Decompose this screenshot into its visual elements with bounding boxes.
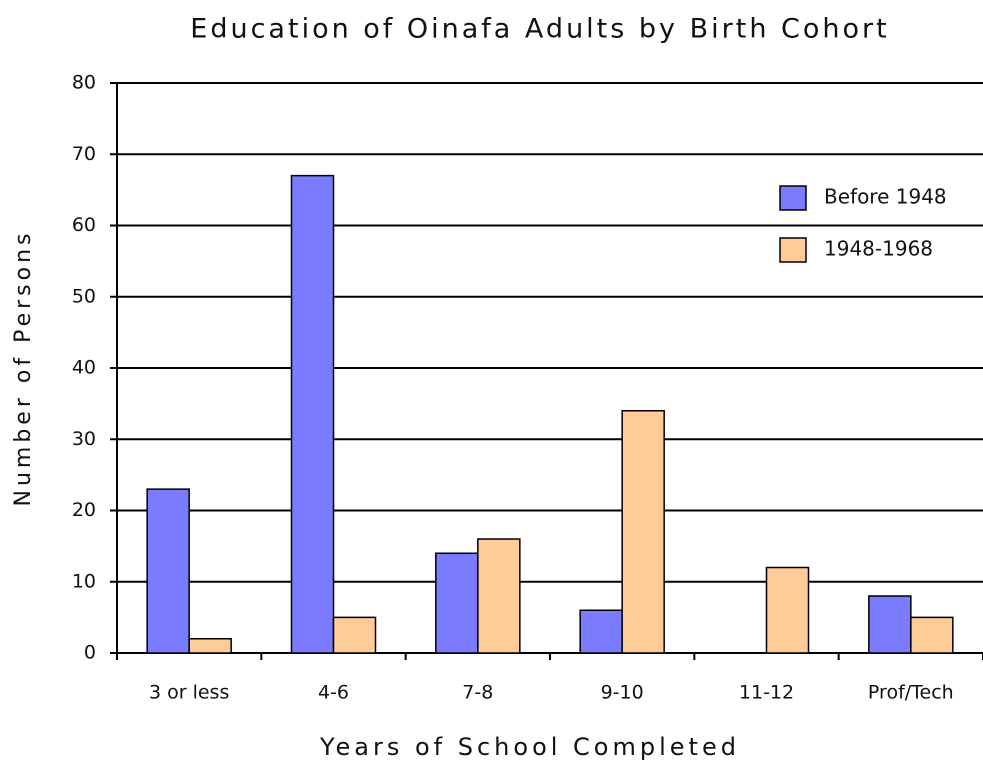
y-axis-label: Number of Persons [11,230,36,507]
bar [910,616,954,654]
y-tick-label: 0 [84,642,96,664]
x-tick-label: 3 or less [149,682,229,704]
bar [579,609,623,654]
bar [332,616,377,654]
legend-label: 1948-1968 [824,237,933,261]
legend-swatch [779,185,807,211]
y-tick-label: 80 [72,72,96,94]
bar [765,566,810,654]
legend-swatch [779,237,807,263]
y-tick-label: 70 [72,143,96,165]
x-tick-label: Prof/Tech [868,682,954,704]
bar [146,488,190,654]
y-tick-label: 10 [72,570,96,592]
bar [621,410,665,654]
bar [290,174,335,654]
bar [868,595,912,654]
bar [188,638,232,654]
x-tick-label: 9-10 [601,682,644,704]
legend-label: Before 1948 [824,185,947,209]
chart-title: Education of Oinafa Adults by Birth Coho… [190,14,889,45]
x-axis-label: Years of School Completed [319,733,740,761]
x-tick-label: 4-6 [318,682,349,704]
bar [477,538,521,654]
y-tick-label: 20 [72,499,96,521]
x-tick-label: 11-12 [739,682,794,704]
y-tick-label: 60 [72,214,96,236]
x-tick-label: 7-8 [462,682,493,704]
y-tick-label: 50 [72,285,96,307]
y-tick-label: 30 [72,428,96,450]
y-tick-label: 40 [72,357,96,379]
bar [435,552,479,654]
